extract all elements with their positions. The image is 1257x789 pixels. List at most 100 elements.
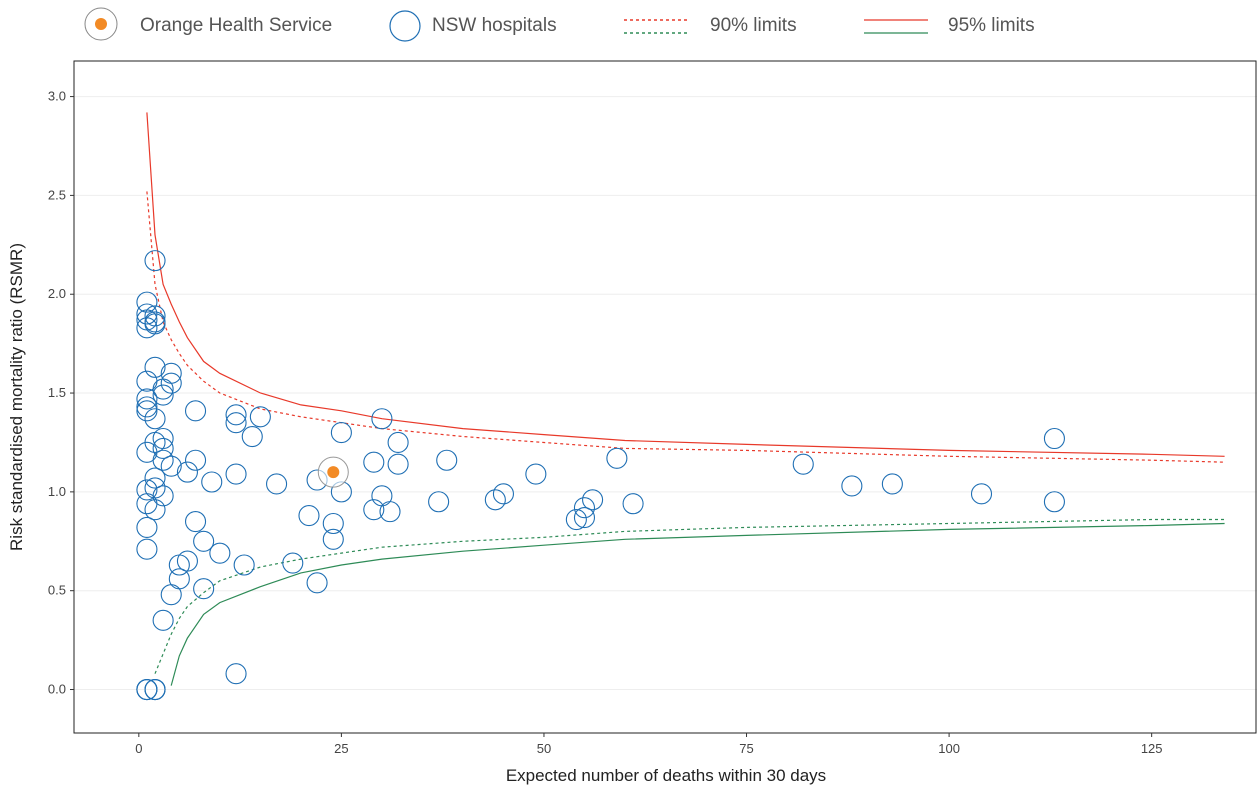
hospital-point[interactable] (371, 485, 393, 507)
lower-95-limit-line (170, 522, 1225, 686)
hospital-point[interactable] (136, 479, 158, 501)
hospital-point[interactable] (144, 356, 166, 378)
hospital-point[interactable] (282, 552, 304, 574)
hospital-point[interactable] (201, 471, 223, 493)
hospital-point[interactable] (144, 250, 166, 272)
hospital-point[interactable] (152, 437, 174, 459)
hospital-point[interactable] (225, 404, 247, 426)
hospital-point[interactable] (428, 491, 450, 513)
hospital-point[interactable] (233, 554, 255, 576)
hospital-point[interactable] (152, 449, 174, 471)
hospital-point[interactable] (176, 550, 198, 572)
hospital-point[interactable] (136, 400, 158, 422)
hospital-point[interactable] (306, 572, 328, 594)
hospital-point[interactable] (363, 451, 385, 473)
hospital-point[interactable] (970, 483, 993, 505)
hospital-point[interactable] (573, 497, 596, 519)
hospital-point[interactable] (184, 400, 207, 422)
hospital-point[interactable] (160, 372, 182, 394)
hospital-point[interactable] (176, 461, 198, 483)
hospital-point[interactable] (225, 412, 247, 434)
hospital-point[interactable] (606, 447, 628, 469)
lower-90-limit-line (154, 518, 1225, 674)
hospital-point[interactable] (144, 499, 166, 521)
hospital-point[interactable] (322, 528, 344, 550)
hospital-point[interactable] (144, 408, 166, 430)
hospital-point[interactable] (193, 578, 215, 600)
hospital-point[interactable] (144, 305, 166, 327)
hospital-point[interactable] (1043, 491, 1065, 513)
hospital-point[interactable] (144, 313, 166, 335)
hospital-point[interactable] (152, 609, 174, 631)
legend-item-95-limits[interactable]: 95% limits (864, 15, 1035, 36)
legend-label: 90% limits (710, 15, 797, 36)
hospital-point[interactable] (841, 475, 863, 497)
hospital-point[interactable] (144, 467, 166, 489)
control-limits (146, 112, 1225, 686)
highlight-hospital-dot-icon (95, 18, 107, 30)
hospital-point[interactable] (160, 455, 182, 477)
hospital-point[interactable] (136, 396, 158, 418)
hospital-point[interactable] (193, 530, 215, 552)
hospital-point[interactable] (322, 512, 344, 535)
gridlines (74, 96, 1257, 691)
hospital-point[interactable] (136, 516, 158, 538)
hospital-point[interactable] (168, 568, 190, 590)
hospital-point[interactable] (209, 542, 231, 564)
orange-health-service-point[interactable] (327, 466, 340, 479)
hospital-point[interactable] (565, 508, 587, 531)
hospital-point[interactable] (144, 678, 166, 701)
hospital-point[interactable] (249, 406, 271, 428)
hospital-point[interactable] (136, 291, 158, 313)
hospital-point[interactable] (298, 505, 320, 527)
hospital-point[interactable] (241, 425, 263, 448)
hospital-point[interactable] (484, 489, 506, 511)
hospital-point[interactable] (387, 453, 409, 475)
y-axis-title: Risk standardised mortality ratio (RSMR) (7, 243, 26, 551)
y-tick-label: 1.0 (48, 484, 66, 499)
hospital-point[interactable] (168, 554, 190, 576)
hospital-point[interactable] (363, 499, 385, 521)
hospital-point[interactable] (379, 501, 401, 523)
legend-item-90-limits[interactable]: 90% limits (624, 15, 797, 36)
legend-item-nsw-hospitals[interactable]: NSW hospitals (389, 10, 557, 42)
hospital-point[interactable] (136, 370, 158, 392)
hospital-point[interactable] (136, 388, 158, 410)
hospital-point[interactable] (266, 473, 288, 495)
hospital-point[interactable] (792, 453, 814, 475)
hospital-point[interactable] (136, 678, 158, 701)
legend-item-orange-health-service[interactable]: Orange Health Service (84, 7, 332, 41)
hospital-point[interactable] (436, 449, 458, 471)
hospital-point[interactable] (136, 538, 158, 560)
hospital-point[interactable] (136, 493, 158, 515)
hospital-point[interactable] (525, 463, 547, 485)
x-tick-label: 0 (135, 741, 142, 756)
y-tick-label: 0.5 (48, 583, 66, 598)
x-axis-title: Expected number of deaths within 30 days (506, 766, 826, 785)
hospital-point[interactable] (387, 431, 409, 454)
data-points (136, 250, 1065, 701)
legend-label: 95% limits (948, 15, 1035, 36)
upper-90-limit-line (146, 191, 1225, 463)
hospital-point[interactable] (582, 489, 604, 511)
hospital-point[interactable] (622, 493, 644, 515)
hospital-point[interactable] (881, 473, 903, 495)
hospital-point[interactable] (152, 485, 174, 507)
hospital-point[interactable] (160, 584, 182, 606)
hospital-point[interactable] (573, 507, 596, 529)
hospital-point[interactable] (371, 408, 393, 430)
hospital-point[interactable] (1043, 427, 1065, 450)
hospital-point[interactable] (225, 463, 247, 485)
hospital-point[interactable] (330, 422, 352, 444)
y-tick-label: 2.5 (48, 187, 66, 202)
y-axis-ticks: 0.0 0.5 1.0 1.5 2.0 2.5 3.0 (48, 89, 74, 697)
legend: Orange Health Service NSW hospitals 90% … (84, 7, 1035, 42)
x-tick-label: 100 (938, 741, 960, 756)
dashed-limits-icon (624, 19, 688, 34)
hospital-point[interactable] (225, 663, 247, 685)
hospital-point[interactable] (184, 449, 207, 471)
hospital-point[interactable] (152, 384, 174, 406)
hospital-point[interactable] (492, 483, 514, 505)
hospital-point[interactable] (160, 362, 182, 384)
hospital-point[interactable] (184, 510, 207, 533)
